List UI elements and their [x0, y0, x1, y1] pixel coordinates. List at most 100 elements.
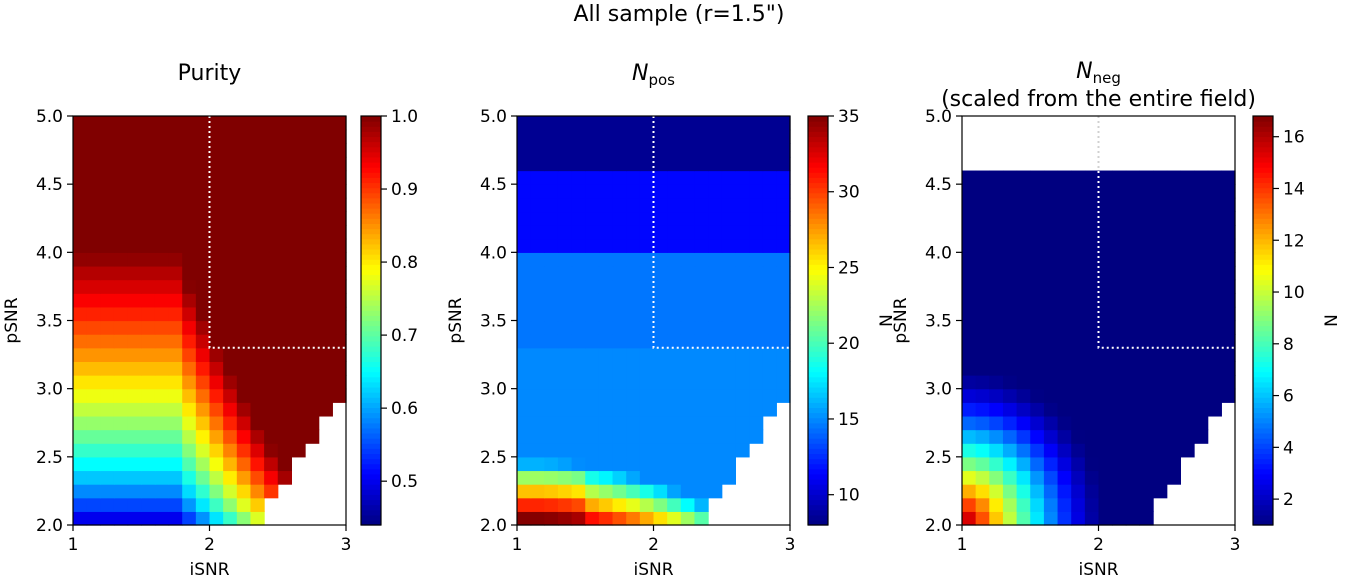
heatmap-cell — [264, 129, 279, 144]
colorbar-segment — [1253, 453, 1273, 460]
heatmap-cell — [749, 156, 764, 172]
heatmap-cell — [762, 306, 777, 322]
heatmap-cell — [86, 238, 101, 253]
heatmap-cell — [1153, 388, 1168, 403]
colorbar-tick-label: 10 — [838, 486, 860, 506]
heatmap-cell — [694, 415, 709, 431]
heatmap-cell — [86, 361, 101, 376]
heatmap-cell — [680, 361, 696, 376]
colorbar-segment — [361, 187, 381, 194]
heatmap-cell — [250, 197, 265, 213]
heatmap-cell — [236, 484, 252, 499]
heatmap-cell — [721, 293, 736, 308]
colorbar: 0.50.60.70.80.91.0 — [360, 107, 418, 526]
heatmap-cell — [1002, 211, 1018, 226]
heatmap-cell — [1057, 170, 1072, 185]
heatmap-cell — [277, 388, 292, 403]
heatmap-cell — [1180, 184, 1195, 199]
heatmap-cell — [1180, 388, 1195, 403]
heatmap-cell — [1180, 443, 1195, 458]
heatmap-cell — [1112, 238, 1127, 253]
heatmap-cell — [962, 238, 977, 253]
heatmap-cell — [154, 197, 170, 213]
heatmap-cell — [680, 415, 696, 431]
colorbar-segment — [1253, 504, 1273, 511]
heatmap-cell — [1207, 306, 1222, 322]
heatmap-cell — [1139, 470, 1154, 485]
heatmap-cell — [735, 252, 750, 267]
colorbar-segment — [361, 162, 381, 168]
heatmap-cell — [612, 402, 627, 417]
heatmap-cell — [332, 320, 347, 335]
heatmap-cell — [264, 170, 279, 185]
heatmap-cell — [318, 129, 333, 144]
heatmap-cell — [667, 456, 682, 472]
heatmap-cell — [154, 156, 170, 172]
heatmap-cell — [639, 456, 655, 472]
heatmap-cell — [1002, 497, 1018, 512]
heatmap-cell — [694, 170, 709, 185]
heatmap-cell — [721, 265, 736, 281]
heatmap-cell — [182, 225, 197, 240]
heatmap-cell — [762, 211, 777, 226]
colorbar-segment — [808, 448, 828, 455]
heatmap-cell — [517, 265, 532, 281]
heatmap-cell — [598, 170, 614, 185]
heatmap-cell — [721, 279, 736, 294]
heatmap-cell — [571, 402, 586, 417]
heatmap-cell — [100, 375, 115, 390]
heatmap-cells — [517, 116, 791, 526]
heatmap-cell — [305, 388, 320, 403]
heatmap-cell — [776, 347, 791, 362]
heatmap-cell — [127, 497, 142, 512]
colorbar-tick-label: 12 — [1283, 231, 1305, 251]
colorbar-segment — [808, 376, 828, 383]
heatmap-cell — [195, 170, 211, 185]
colorbar-segment — [1253, 478, 1273, 485]
heatmap-cell — [1098, 306, 1113, 322]
colorbar-segment — [361, 279, 381, 286]
heatmap-cell — [544, 252, 559, 267]
heatmap-cell — [168, 320, 183, 335]
colorbar-segment — [361, 233, 381, 240]
heatmap-cell — [1084, 197, 1100, 213]
heatmap-cell — [250, 375, 265, 390]
heatmap-cell — [277, 306, 292, 322]
colorbar-segment — [361, 202, 381, 209]
heatmap-cell — [626, 511, 641, 526]
heatmap-cell — [571, 347, 586, 362]
heatmap-cell — [168, 116, 183, 131]
heatmap-cell — [1071, 347, 1086, 362]
heatmap-cell — [182, 334, 197, 349]
heatmap-cell — [1098, 265, 1113, 281]
heatmap-cell — [626, 375, 641, 390]
heatmap-cell — [1153, 252, 1168, 267]
heatmap-cell — [653, 361, 668, 376]
colorbar-segment — [361, 213, 381, 219]
heatmap-cell — [113, 129, 129, 144]
heatmap-cell — [680, 484, 696, 499]
heatmap-cell — [1002, 511, 1018, 526]
colorbar-segment — [361, 356, 381, 362]
heatmap-cell — [598, 238, 614, 253]
colorbar-segment — [361, 407, 381, 414]
heatmap-cell — [667, 252, 682, 267]
colorbar-segment — [808, 468, 828, 475]
colorbar-segment — [361, 116, 381, 122]
heatmap-cell — [209, 429, 224, 444]
heatmap-cell — [277, 225, 292, 240]
heatmap-cell — [735, 361, 750, 376]
heatmap-cell — [332, 306, 347, 322]
heatmap-cell — [1084, 279, 1100, 294]
heatmap-cell — [749, 306, 764, 322]
colorbar-segment — [808, 351, 828, 357]
heatmap-cell — [1139, 361, 1154, 376]
heatmap-cell — [1002, 279, 1018, 294]
heatmap-cell — [585, 156, 600, 172]
heatmap-cell — [223, 197, 238, 213]
heatmap-cell — [735, 320, 750, 335]
heatmap-cell — [277, 402, 292, 417]
heatmap-cell — [1207, 293, 1222, 308]
heatmap-cell — [195, 293, 211, 308]
heatmap-cell — [1098, 429, 1113, 444]
